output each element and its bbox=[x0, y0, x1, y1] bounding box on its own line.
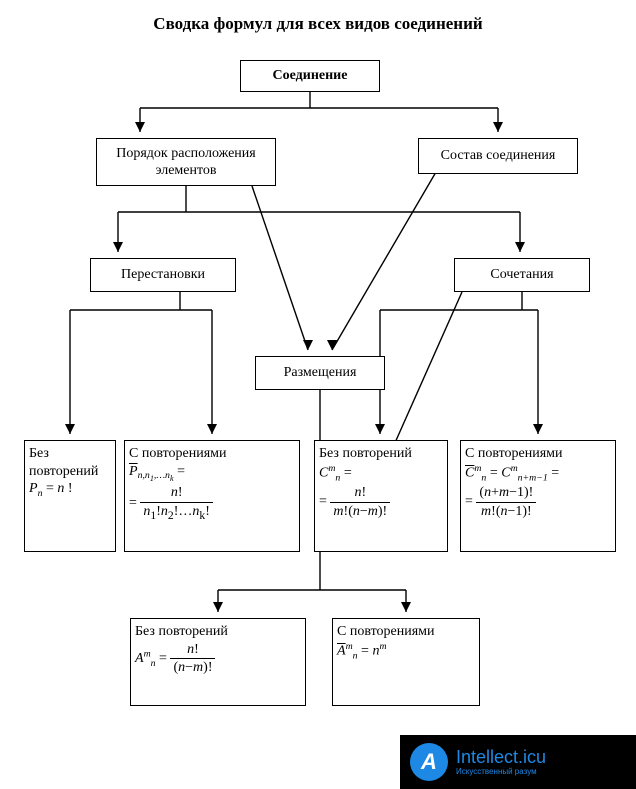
node-root-label: Соединение bbox=[273, 67, 348, 85]
node-root: Соединение bbox=[240, 60, 380, 92]
perm-no-heading: Без повторений bbox=[29, 445, 111, 480]
perm-no-formula: Pn = n ! bbox=[29, 480, 111, 500]
flow-edges bbox=[0, 0, 636, 789]
arr-no-heading: Без повторений bbox=[135, 623, 228, 641]
node-comb-label: Сочетания bbox=[490, 266, 553, 284]
page-title: Сводка формул для всех видов соединений bbox=[0, 14, 636, 34]
node-arr-no-rep: Без повторений Amn = n!(n−m)! bbox=[130, 618, 306, 706]
node-combinations: Сочетания bbox=[454, 258, 590, 292]
perm-rep-heading: С повторениями bbox=[129, 445, 227, 463]
watermark-line1: Intellect.icu bbox=[456, 748, 546, 768]
node-arrangements: Размещения bbox=[255, 356, 385, 390]
node-permutations: Перестановки bbox=[90, 258, 236, 292]
node-arr-label: Размещения bbox=[284, 364, 357, 382]
node-order-label: Порядок расположения элементов bbox=[101, 145, 271, 180]
arr-no-formula: Amn = n!(n−m)! bbox=[135, 641, 228, 677]
comb-no-formula: Cmn = = n!m!(n−m)! bbox=[319, 463, 412, 521]
arr-rep-formula: Amn = nm bbox=[337, 641, 435, 663]
watermark-icon: A bbox=[410, 743, 448, 781]
node-order: Порядок расположения элементов bbox=[96, 138, 276, 186]
arr-rep-heading: С повторениями bbox=[337, 623, 435, 641]
node-compose: Состав соединения bbox=[418, 138, 578, 174]
comb-rep-heading: С повторениями bbox=[465, 445, 563, 463]
comb-rep-formula: Cmn = Cmn+m−1 = = (n+m−1)!m!(n−1)! bbox=[465, 463, 563, 521]
node-perm-rep: С повторениями Pn,n1,…nk = = n!n1!n2!…nk… bbox=[124, 440, 300, 552]
node-arr-rep: С повторениями Amn = nm bbox=[332, 618, 480, 706]
node-compose-label: Состав соединения bbox=[441, 147, 556, 165]
node-perm-label: Перестановки bbox=[121, 266, 205, 284]
node-comb-no-rep: Без повторений Cmn = = n!m!(n−m)! bbox=[314, 440, 448, 552]
comb-no-heading: Без повторений bbox=[319, 445, 412, 463]
node-comb-rep: С повторениями Cmn = Cmn+m−1 = = (n+m−1)… bbox=[460, 440, 616, 552]
node-perm-no-rep: Без повторений Pn = n ! bbox=[24, 440, 116, 552]
watermark: A Intellect.icu Искусственный разум bbox=[400, 735, 636, 789]
watermark-line2: Искусственный разум bbox=[456, 768, 546, 777]
perm-rep-formula: Pn,n1,…nk = = n!n1!n2!…nk! bbox=[129, 463, 227, 524]
